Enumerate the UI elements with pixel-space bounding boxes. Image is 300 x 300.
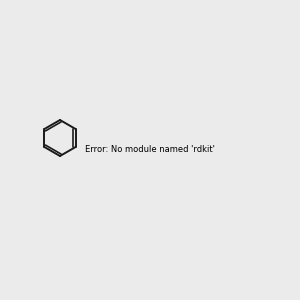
Text: Error: No module named 'rdkit': Error: No module named 'rdkit' xyxy=(85,146,215,154)
